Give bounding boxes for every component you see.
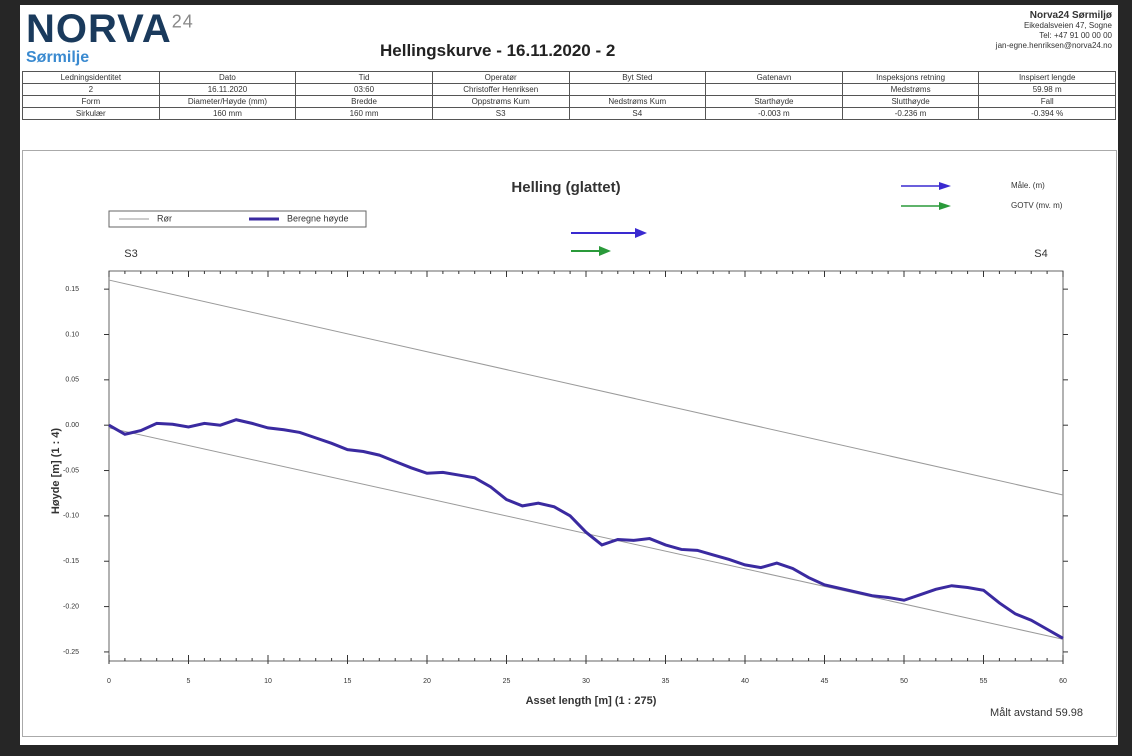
logo-text: NORVA (26, 7, 172, 51)
table-header: Ledningsidentitet (22, 71, 160, 84)
table-header: Starthøyde (705, 95, 843, 108)
x-tick-label: 45 (821, 678, 829, 685)
company-line: Eikedalsveien 47, Sogne (1023, 21, 1112, 30)
x-axis-label: Asset length [m] (1 : 275) (526, 695, 657, 707)
arrow-legend-head (939, 202, 951, 210)
x-tick-label: 15 (344, 678, 352, 685)
x-tick-label: 35 (662, 678, 670, 685)
table-value: 16.11.2020 (158, 83, 297, 96)
table-header: Gatenavn (705, 71, 843, 84)
y-tick-label: -0.25 (63, 649, 79, 656)
y-tick-label: -0.20 (63, 603, 79, 610)
chart-title: Helling (glattet) (511, 179, 620, 196)
table-header: Byt Sted (568, 71, 707, 84)
table-value: S3 (431, 107, 570, 120)
table-header: Dato (158, 71, 297, 84)
x-tick-label: 30 (582, 678, 590, 685)
arrow-legend-head (939, 182, 951, 190)
y-tick-label: 0.15 (65, 286, 79, 293)
y-tick-label: -0.15 (63, 558, 79, 565)
x-tick-label: 20 (423, 678, 431, 685)
table-header: Diameter/Høyde (mm) (158, 95, 297, 108)
arrow-legend-label: GOTV (mv. m) (1011, 201, 1063, 210)
table-header: Oppstrøms Kum (431, 95, 570, 108)
chart: Helling (glattet) S3 S4 Målt avstand 59.… (50, 179, 1083, 719)
legend-box (108, 210, 367, 228)
table-value: 160 mm (158, 107, 297, 120)
chart-panel: Helling (glattet) S3 S4 Målt avstand 59.… (22, 150, 1117, 737)
table-header: Inspisert lengde (978, 71, 1116, 84)
table-row: Form Diameter/Høyde (mm) Bredde Oppstrøms K… (22, 95, 1116, 108)
x-tick-label: 50 (900, 678, 908, 685)
direction-arrow-head (635, 228, 647, 238)
x-tick-label: 10 (264, 678, 272, 685)
y-tick-label: 0.00 (65, 422, 79, 429)
table-value: 2 (22, 83, 160, 96)
x-tick-label: 5 (187, 678, 191, 685)
table-value: -0.394 % (978, 107, 1116, 120)
table-header: Bredde (295, 95, 433, 108)
table-value: -0.003 m (705, 107, 843, 120)
report-title: Hellingskurve - 16.11.2020 - 2 (380, 41, 616, 60)
x-tick-label: 60 (1059, 678, 1067, 685)
x-tick-label: 25 (503, 678, 511, 685)
plot-frame (108, 270, 1064, 662)
x-tick-label: 55 (980, 678, 988, 685)
data-line (108, 279, 1064, 496)
y-tick-label: -0.10 (63, 513, 79, 520)
measured-distance: Målt avstand 59.98 (990, 707, 1083, 719)
table-value: Sirkulær (22, 107, 160, 120)
company-line: jan-egne.henriksen@norva24.no (995, 41, 1112, 50)
table-value (705, 83, 843, 96)
legend-label: Beregne høyde (287, 213, 349, 223)
table-header: Inspeksjons retning (841, 71, 980, 84)
info-table: Ledningsidentitet Dato Tid Operatør Byt Sted… (22, 71, 1116, 120)
y-axis-label: Høyde [m] (1 : 4) (50, 428, 62, 515)
table-value: S4 (568, 107, 707, 120)
table-header: Operatør (431, 71, 570, 84)
x-tick-label: 40 (741, 678, 749, 685)
table-value: Medstrøms (841, 83, 980, 96)
table-header: Slutthøyde (841, 95, 980, 108)
table-row: Ledningsidentitet Dato Tid Operatør Byt Sted… (22, 71, 1116, 84)
data-line (108, 418, 1064, 640)
table-row: Sirkulær 160 mm 160 mm S3 S4 -0.003 m -0.236 m… (22, 107, 1116, 120)
y-tick-label: -0.05 (63, 467, 79, 474)
start-node: S3 (124, 248, 137, 260)
table-header: Tid (295, 71, 433, 84)
table-value: -0.236 m (841, 107, 980, 120)
table-row: 2 16.11.2020 03:60 Christoffer Henriksen Med… (22, 83, 1116, 96)
company-line: Tel: +47 91 00 00 00 (1039, 31, 1112, 40)
y-tick-label: 0.05 (65, 377, 79, 384)
legend-label: Rør (157, 213, 172, 223)
table-value: Christoffer Henriksen (431, 83, 570, 96)
table-header: Form (22, 95, 160, 108)
direction-arrow-head (599, 246, 611, 256)
logo: NORVA24 (26, 7, 194, 52)
table-value (568, 83, 707, 96)
end-node: S4 (1034, 248, 1047, 260)
y-tick-label: 0.10 (65, 331, 79, 338)
x-tick-label: 0 (107, 678, 111, 685)
company-line: Norva24 Sørmiljø (1029, 10, 1112, 21)
table-header: Fall (978, 95, 1116, 108)
table-value: 03:60 (295, 83, 433, 96)
table-header: Nedstrøms Kum (568, 95, 707, 108)
arrow-legend-label: Måle. (m) (1011, 181, 1045, 190)
report: NORVA24 Sørmilje Hellingskurve - 16.11.2… (20, 5, 1118, 745)
logo-sup: 24 (171, 11, 194, 32)
company-info: Norva24 Sørmiljø Eikedalsveien 47, Sogne… (996, 11, 1112, 51)
logo-subtitle: Sørmilje (26, 49, 90, 66)
table-value: 160 mm (295, 107, 433, 120)
table-value: 59.98 m (978, 83, 1116, 96)
